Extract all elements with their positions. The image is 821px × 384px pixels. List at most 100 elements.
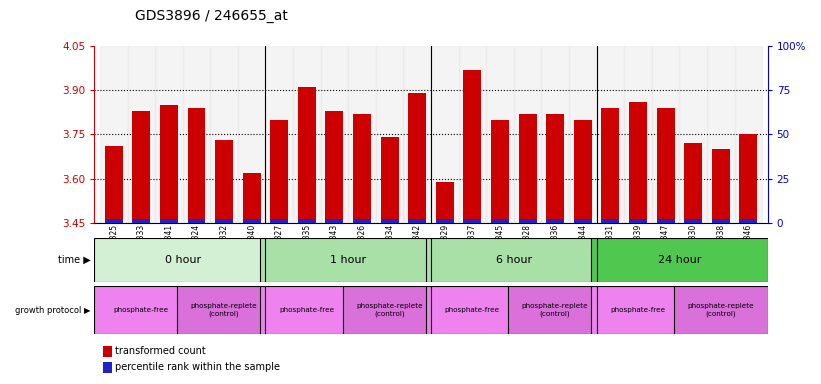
Text: growth protocol ▶: growth protocol ▶ bbox=[15, 306, 90, 314]
Bar bbox=[298, 87, 316, 223]
Bar bbox=[321, 46, 348, 223]
Bar bbox=[491, 219, 509, 223]
Bar bbox=[679, 46, 707, 223]
Bar bbox=[325, 111, 343, 223]
Bar bbox=[684, 219, 702, 223]
Bar bbox=[629, 102, 647, 223]
Bar bbox=[629, 219, 647, 223]
Bar bbox=[707, 46, 735, 223]
Bar bbox=[574, 120, 592, 223]
Bar bbox=[546, 114, 564, 223]
Bar bbox=[602, 219, 619, 223]
Text: phosphate-free: phosphate-free bbox=[445, 307, 500, 313]
Bar bbox=[260, 238, 437, 282]
Bar bbox=[541, 46, 569, 223]
Bar bbox=[132, 111, 150, 223]
Text: time ▶: time ▶ bbox=[57, 255, 90, 265]
Text: phosphate-replete
(control): phosphate-replete (control) bbox=[356, 303, 423, 317]
Bar bbox=[459, 46, 486, 223]
Bar bbox=[684, 143, 702, 223]
Bar bbox=[602, 108, 619, 223]
Bar bbox=[177, 286, 271, 334]
Bar bbox=[408, 93, 426, 223]
Bar bbox=[342, 286, 437, 334]
Bar bbox=[183, 46, 210, 223]
Bar bbox=[491, 120, 509, 223]
Bar bbox=[270, 120, 288, 223]
Bar bbox=[187, 219, 205, 223]
Bar bbox=[325, 219, 343, 223]
Text: 1 hour: 1 hour bbox=[330, 255, 366, 265]
Bar bbox=[105, 146, 122, 223]
Bar bbox=[381, 219, 399, 223]
Bar bbox=[463, 219, 481, 223]
Bar bbox=[348, 46, 376, 223]
Text: percentile rank within the sample: percentile rank within the sample bbox=[115, 362, 280, 372]
Text: transformed count: transformed count bbox=[115, 346, 206, 356]
Bar bbox=[674, 286, 768, 334]
Bar bbox=[436, 219, 454, 223]
Bar bbox=[376, 46, 403, 223]
Text: phosphate-free: phosphate-free bbox=[610, 307, 666, 313]
Text: phosphate-free: phosphate-free bbox=[279, 307, 334, 313]
Bar bbox=[353, 219, 371, 223]
Bar bbox=[265, 46, 293, 223]
Text: 0 hour: 0 hour bbox=[165, 255, 201, 265]
Bar bbox=[155, 46, 183, 223]
Text: 24 hour: 24 hour bbox=[658, 255, 701, 265]
Bar bbox=[574, 219, 592, 223]
Text: phosphate-free: phosphate-free bbox=[114, 307, 169, 313]
Bar bbox=[293, 46, 321, 223]
Text: phosphate-replete
(control): phosphate-replete (control) bbox=[687, 303, 754, 317]
Text: phosphate-replete
(control): phosphate-replete (control) bbox=[522, 303, 589, 317]
Bar bbox=[408, 219, 426, 223]
Bar bbox=[105, 219, 122, 223]
Bar bbox=[94, 286, 188, 334]
Bar bbox=[652, 46, 679, 223]
Bar bbox=[187, 108, 205, 223]
Bar bbox=[519, 219, 537, 223]
Bar bbox=[569, 46, 597, 223]
Bar bbox=[436, 182, 454, 223]
Bar bbox=[127, 46, 155, 223]
Text: GDS3896 / 246655_at: GDS3896 / 246655_at bbox=[135, 9, 288, 23]
Bar bbox=[712, 149, 730, 223]
Bar bbox=[624, 46, 652, 223]
Bar bbox=[353, 114, 371, 223]
Bar bbox=[591, 238, 768, 282]
Bar bbox=[243, 173, 260, 223]
Text: 6 hour: 6 hour bbox=[496, 255, 532, 265]
Bar bbox=[546, 219, 564, 223]
Bar bbox=[94, 238, 271, 282]
Bar bbox=[735, 46, 762, 223]
Bar bbox=[657, 108, 675, 223]
Bar bbox=[260, 286, 354, 334]
Bar bbox=[238, 46, 265, 223]
Bar bbox=[597, 46, 624, 223]
Bar bbox=[486, 46, 514, 223]
Bar bbox=[508, 286, 602, 334]
Bar bbox=[381, 137, 399, 223]
Bar bbox=[100, 46, 127, 223]
Bar bbox=[215, 140, 233, 223]
Text: phosphate-replete
(control): phosphate-replete (control) bbox=[190, 303, 258, 317]
Bar bbox=[425, 286, 520, 334]
Bar bbox=[431, 46, 459, 223]
Bar bbox=[160, 219, 178, 223]
Bar bbox=[463, 70, 481, 223]
Bar bbox=[657, 219, 675, 223]
Bar bbox=[210, 46, 238, 223]
Bar bbox=[591, 286, 685, 334]
Bar bbox=[740, 219, 757, 223]
Bar bbox=[514, 46, 541, 223]
Bar bbox=[270, 219, 288, 223]
Bar bbox=[740, 134, 757, 223]
Bar bbox=[298, 219, 316, 223]
Bar bbox=[519, 114, 537, 223]
Bar bbox=[403, 46, 431, 223]
Bar bbox=[243, 219, 260, 223]
Bar bbox=[712, 219, 730, 223]
Bar bbox=[132, 219, 150, 223]
Bar bbox=[160, 105, 178, 223]
Bar bbox=[215, 219, 233, 223]
